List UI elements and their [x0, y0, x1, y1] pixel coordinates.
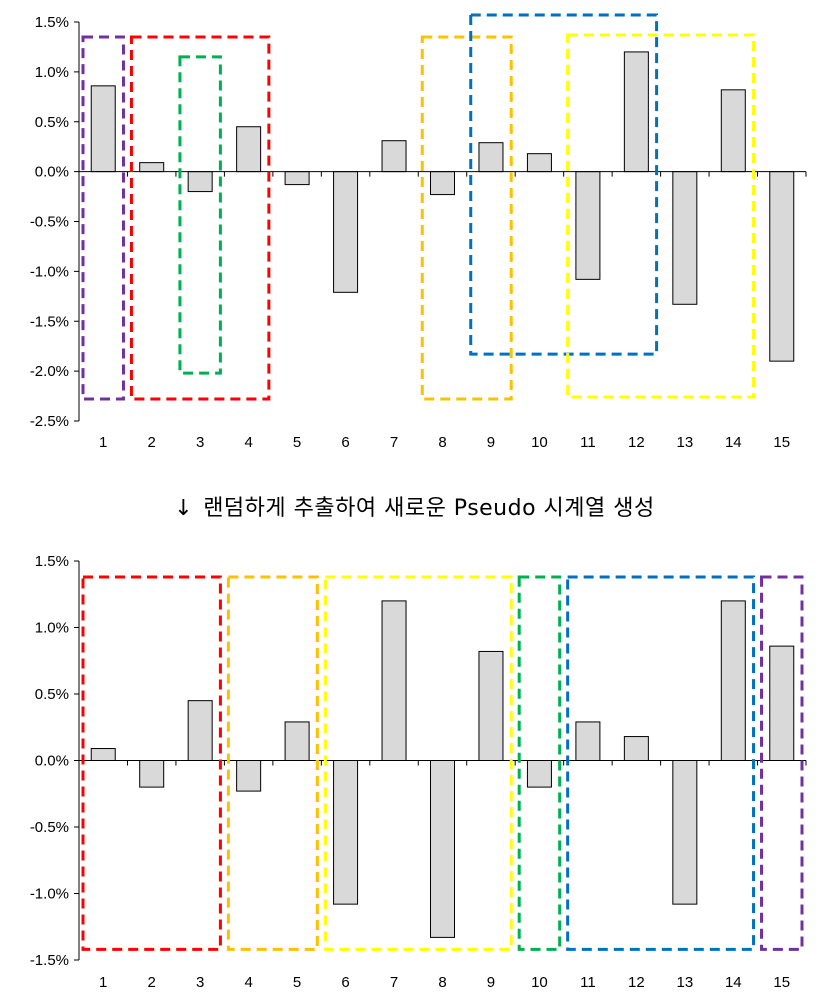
x-tick-label: 1	[99, 434, 107, 451]
bar	[672, 760, 698, 905]
x-tick-label: 9	[487, 434, 495, 451]
y-tick-label: 1.0%	[35, 620, 69, 637]
y-tick-label: -1.0%	[30, 886, 69, 903]
bar	[333, 171, 359, 293]
bar	[720, 600, 746, 762]
bar	[526, 760, 552, 788]
highlight-box	[420, 35, 513, 401]
bar	[187, 700, 213, 761]
x-tick-label: 1	[99, 974, 107, 991]
highlight-box	[566, 33, 756, 399]
y-tick-label: 1.5%	[35, 14, 69, 31]
bar	[430, 171, 455, 196]
x-tick-label: 11	[580, 974, 596, 991]
y-tick-label: 1.5%	[35, 553, 69, 570]
y-tick-label: -0.5%	[30, 214, 69, 231]
bar	[478, 142, 504, 173]
bar	[623, 51, 649, 173]
bar	[623, 736, 649, 761]
x-tick-label: 9	[487, 974, 495, 991]
y-tick-label: -1.5%	[30, 313, 69, 330]
x-tick-label: 6	[341, 974, 349, 991]
highlight-box	[81, 575, 222, 951]
bar	[284, 171, 310, 186]
highlight-box	[323, 575, 513, 951]
highlight-box	[178, 55, 222, 375]
bar	[575, 721, 601, 761]
y-tick-label: -2.0%	[30, 363, 69, 380]
y-tick-label: -0.5%	[30, 819, 69, 836]
x-tick-label: 15	[773, 434, 790, 451]
bar	[139, 162, 165, 173]
caption-text: 랜덤하게 추출하여 새로운 Pseudo 시계열 생성	[203, 496, 655, 521]
x-tick-label: 14	[725, 974, 742, 991]
bar	[381, 600, 407, 762]
chart-pseudo-series: 1.5%1.0%0.5%0.0%-0.5%-1.0%-1.5%1 2 3 4 5 6 7 8 9…	[30, 553, 807, 991]
x-tick-label: 10	[531, 434, 548, 451]
highlight-box	[760, 575, 804, 951]
x-tick-label: 13	[676, 974, 693, 991]
x-tick-label: 13	[676, 434, 693, 451]
y-tick-label: 0.0%	[35, 164, 69, 181]
x-tick-label: 12	[628, 974, 645, 991]
bar	[236, 760, 262, 792]
bar	[187, 171, 213, 193]
y-tick-label: 0.5%	[35, 686, 69, 703]
y-tick-label: -1.5%	[30, 952, 69, 969]
x-tick-label: 8	[438, 434, 446, 451]
x-tick-label: 12	[628, 434, 645, 451]
x-tick-label: 4	[244, 434, 252, 451]
highlight-box	[469, 13, 659, 356]
x-tick-label: 5	[293, 974, 301, 991]
bar	[284, 721, 310, 761]
x-tick-label: 6	[341, 434, 349, 451]
x-tick-label: 7	[390, 434, 398, 451]
down-arrow-icon: ↓	[174, 496, 194, 521]
bar	[769, 171, 795, 362]
x-tick-label: 4	[244, 974, 252, 991]
bar	[430, 760, 455, 938]
y-tick-label: 0.5%	[35, 114, 69, 131]
x-tick-label: 5	[293, 434, 301, 451]
bar	[672, 171, 698, 305]
bar	[333, 760, 359, 905]
y-tick-label: 0.0%	[35, 753, 69, 770]
bar	[478, 650, 504, 761]
highlight-box	[226, 575, 319, 951]
bar	[720, 89, 746, 173]
bar	[90, 748, 116, 761]
x-tick-label: 2	[148, 434, 156, 451]
x-tick-label: 3	[196, 434, 204, 451]
caption: ↓ 랜덤하게 추출하여 새로운 Pseudo 시계열 생성	[0, 490, 829, 522]
bar	[575, 171, 601, 280]
bar	[236, 126, 262, 173]
x-tick-label: 11	[580, 434, 596, 451]
bar	[381, 140, 407, 173]
x-tick-label: 15	[773, 974, 790, 991]
bar	[139, 760, 165, 788]
highlight-box	[517, 575, 562, 951]
highlight-box	[81, 35, 125, 401]
x-tick-label: 2	[148, 974, 156, 991]
x-tick-label: 14	[725, 434, 742, 451]
y-tick-label: -2.5%	[30, 413, 69, 430]
bar	[769, 645, 795, 761]
x-tick-label: 3	[196, 974, 204, 991]
chart-original-series: 1.5% 1.0% 0.5% 0.0% -0.5% -1.0% -1.5% -2.0% -2.5…	[30, 13, 807, 451]
bar	[526, 153, 552, 173]
highlight-box	[566, 575, 756, 951]
x-tick-label: 7	[390, 974, 398, 991]
x-tick-label: 8	[438, 974, 446, 991]
highlight-box	[129, 35, 271, 401]
x-tick-label: 10	[531, 974, 548, 991]
y-tick-label: -1.0%	[30, 263, 69, 280]
bar	[90, 85, 116, 173]
y-tick-label: 1.0%	[35, 64, 69, 81]
